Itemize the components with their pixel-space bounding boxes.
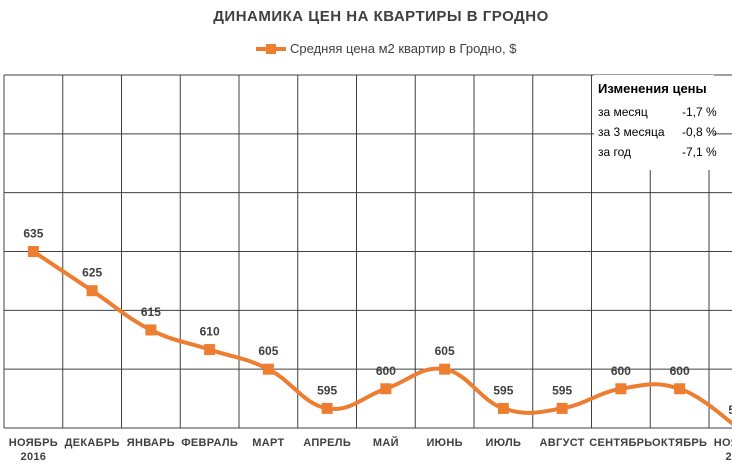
price-changes-heading: Изменения цены [598, 81, 707, 96]
series-markers [27, 246, 686, 414]
change-value: -1,7 % [682, 105, 717, 119]
data-label: 615 [141, 305, 161, 319]
x-tick-label: АВГУСТ [540, 437, 585, 449]
x-tick-label: 2016 [21, 451, 47, 463]
x-tick-label: ИЮНЬ [426, 437, 462, 449]
data-label: 635 [23, 227, 43, 241]
x-tick-label: СЕНТЯБРЬ [589, 437, 652, 449]
x-tick-label: ОКТЯБРЬ [652, 437, 707, 449]
data-point [439, 363, 451, 375]
data-point [556, 402, 568, 414]
data-label: 600 [670, 364, 690, 378]
x-tick-label: АПРЕЛЬ [303, 437, 351, 449]
change-row-year: за год -7,1 % [598, 145, 718, 161]
x-tick-label: 2017 [726, 451, 732, 463]
change-row-month: за месяц -1,7 % [598, 105, 718, 121]
legend-swatch [256, 43, 286, 55]
change-label: за год [598, 145, 632, 159]
x-tick-label: ИЮЛЬ [486, 437, 522, 449]
data-point [674, 383, 686, 395]
data-point [145, 324, 157, 336]
x-tick-label: МАЙ [373, 436, 399, 449]
data-label: 595 [552, 383, 572, 397]
legend-label: Средняя цена м2 квартир в Гродно, $ [290, 41, 517, 56]
change-value: -7,1 % [682, 145, 717, 159]
data-label: 595 [493, 383, 513, 397]
data-label: 600 [611, 364, 631, 378]
data-labels: 635 625 615 610 605 595 600 605 595 595 600 600 590 [23, 227, 732, 418]
x-axis-labels: НОЯБРЬ 2016 ДЕКАБРЬ ЯНВАРЬ ФЕВРАЛЬ МАРТ АПРЕЛЬ… [9, 436, 732, 463]
change-value: -0,8 % [682, 125, 717, 139]
x-tick-label: НОЯБРЬ [9, 437, 58, 449]
data-label: 605 [435, 344, 455, 358]
change-label: за месяц [598, 105, 648, 119]
data-label: 625 [82, 266, 102, 280]
data-point [204, 344, 216, 356]
data-label: 600 [376, 364, 396, 378]
data-point [615, 383, 627, 395]
data-point [27, 246, 39, 257]
x-tick-label: ФЕВРАЛЬ [181, 437, 238, 449]
data-point [380, 383, 392, 395]
series-line [31, 249, 732, 426]
x-tick-label: ЯНВАРЬ [127, 437, 175, 449]
price-changes-box: Изменения цены за месяц -1,7 % за 3 меся… [594, 75, 717, 170]
x-tick-label: МАРТ [252, 437, 284, 449]
x-tick-label: ДЕКАБРЬ [65, 437, 120, 449]
data-point [86, 285, 98, 297]
x-tick-label: НОЯБРЬ [714, 437, 732, 449]
data-point [497, 402, 509, 414]
chart-legend: Средняя цена м2 квартир в Гродно, $ [256, 41, 516, 56]
chart-title: ДИНАМИКА ЦЕН НА КВАРТИРЫ В ГРОДНО [213, 8, 549, 25]
data-point [321, 402, 333, 414]
data-label: 595 [317, 383, 337, 397]
change-row-3-months: за 3 месяца -0,8 % [598, 125, 718, 141]
data-label: 610 [200, 325, 220, 339]
data-label: 590 [728, 403, 732, 417]
chart-grid [3, 74, 732, 429]
data-label: 605 [258, 344, 278, 358]
change-label: за 3 месяца [598, 125, 665, 139]
data-point [262, 363, 274, 375]
